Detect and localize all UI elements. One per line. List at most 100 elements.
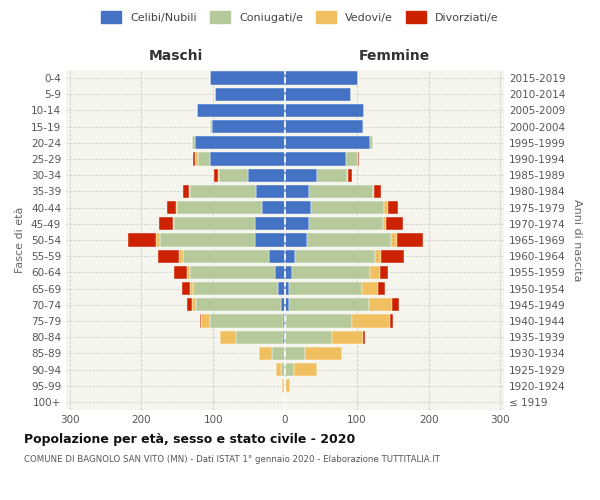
Bar xyxy=(278,282,285,295)
Bar xyxy=(196,298,281,312)
Bar xyxy=(295,250,376,263)
Bar xyxy=(369,298,392,312)
Bar xyxy=(219,168,248,182)
Bar xyxy=(187,298,193,312)
Y-axis label: Anni di nascita: Anni di nascita xyxy=(572,198,582,281)
Bar xyxy=(362,282,377,295)
Bar xyxy=(212,120,285,134)
Bar xyxy=(377,282,385,295)
Bar xyxy=(193,152,194,166)
Bar xyxy=(392,298,399,312)
Bar xyxy=(220,330,236,344)
Bar xyxy=(255,234,285,246)
Bar xyxy=(215,88,285,101)
Bar xyxy=(282,379,284,392)
Bar xyxy=(363,330,365,344)
Bar xyxy=(200,314,201,328)
Bar xyxy=(397,234,423,246)
Bar xyxy=(285,314,286,328)
Text: COMUNE DI BAGNOLO SAN VITO (MN) - Dati ISTAT 1° gennaio 2020 - Elaborazione TUTT: COMUNE DI BAGNOLO SAN VITO (MN) - Dati I… xyxy=(24,456,440,464)
Bar xyxy=(262,201,285,214)
Bar xyxy=(275,266,285,279)
Bar xyxy=(285,266,292,279)
Bar xyxy=(195,136,285,149)
Bar xyxy=(285,185,310,198)
Bar xyxy=(381,250,404,263)
Bar xyxy=(384,201,388,214)
Bar xyxy=(190,266,275,279)
Bar xyxy=(198,152,209,166)
Bar xyxy=(190,282,193,295)
Bar xyxy=(256,185,285,198)
Bar xyxy=(259,346,272,360)
Legend: Celibi/Nubili, Coniugati/e, Vedovi/e, Divorziati/e: Celibi/Nubili, Coniugati/e, Vedovi/e, Di… xyxy=(98,8,502,27)
Bar xyxy=(285,234,307,246)
Bar xyxy=(285,88,351,101)
Bar xyxy=(197,104,285,117)
Bar xyxy=(177,201,262,214)
Bar xyxy=(370,136,373,149)
Bar xyxy=(285,136,370,149)
Bar xyxy=(275,363,281,376)
Bar xyxy=(352,314,390,328)
Bar xyxy=(376,250,381,263)
Bar xyxy=(285,363,293,376)
Bar xyxy=(193,298,196,312)
Bar xyxy=(358,152,359,166)
Bar xyxy=(158,217,173,230)
Bar xyxy=(183,185,189,198)
Text: Maschi: Maschi xyxy=(148,48,203,62)
Bar xyxy=(285,104,364,117)
Bar xyxy=(380,266,388,279)
Bar xyxy=(285,346,305,360)
Bar xyxy=(362,120,364,134)
Bar xyxy=(305,346,343,360)
Bar xyxy=(283,330,285,344)
Bar xyxy=(174,266,187,279)
Bar xyxy=(289,298,369,312)
Bar xyxy=(346,152,358,166)
Bar xyxy=(158,250,179,263)
Bar xyxy=(157,234,160,246)
Bar xyxy=(189,185,190,198)
Bar xyxy=(285,379,286,392)
Bar xyxy=(317,168,347,182)
Bar xyxy=(255,217,285,230)
Bar xyxy=(292,266,370,279)
Bar xyxy=(285,120,362,134)
Bar xyxy=(311,201,384,214)
Bar xyxy=(332,330,363,344)
Bar xyxy=(269,250,285,263)
Bar xyxy=(211,120,212,134)
Bar xyxy=(293,363,317,376)
Bar xyxy=(307,234,391,246)
Bar xyxy=(175,217,255,230)
Bar xyxy=(209,152,285,166)
Bar xyxy=(214,168,218,182)
Bar xyxy=(201,314,209,328)
Bar xyxy=(283,314,285,328)
Bar xyxy=(183,250,269,263)
Bar xyxy=(285,217,310,230)
Bar xyxy=(285,282,289,295)
Bar xyxy=(386,217,403,230)
Bar xyxy=(194,152,198,166)
Bar xyxy=(218,168,219,182)
Text: Popolazione per età, sesso e stato civile - 2020: Popolazione per età, sesso e stato civil… xyxy=(24,432,355,446)
Bar xyxy=(391,234,397,246)
Bar xyxy=(187,266,190,279)
Bar xyxy=(347,168,348,182)
Bar xyxy=(285,201,311,214)
Bar xyxy=(209,72,285,85)
Bar xyxy=(128,234,157,246)
Bar xyxy=(281,363,285,376)
Bar xyxy=(209,314,283,328)
Bar xyxy=(285,298,289,312)
Bar xyxy=(310,217,383,230)
Bar xyxy=(190,185,256,198)
Bar xyxy=(281,298,285,312)
Bar xyxy=(310,185,373,198)
Text: Femmine: Femmine xyxy=(359,48,430,62)
Bar xyxy=(160,234,255,246)
Bar xyxy=(285,72,358,85)
